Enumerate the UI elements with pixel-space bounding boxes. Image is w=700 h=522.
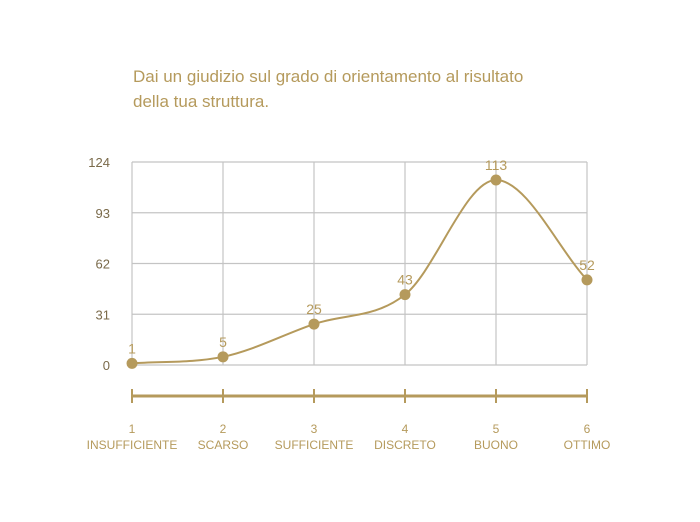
data-point xyxy=(399,289,411,301)
data-point xyxy=(126,357,138,369)
y-tick-label: 31 xyxy=(96,307,110,322)
x-axis-scale: 1 INSUFFICIENTE 2 SCARSO 3 SUFFICIENTE 4 DISCRE… xyxy=(87,389,611,452)
data-label: 25 xyxy=(306,301,322,317)
x-tick-number: 1 xyxy=(129,422,136,436)
y-tick-label: 124 xyxy=(88,155,110,170)
data-label: 1 xyxy=(128,340,136,356)
x-tick-category: DISCRETO xyxy=(374,438,436,452)
series-line xyxy=(131,179,588,365)
grid xyxy=(131,161,588,366)
data-label: 113 xyxy=(485,157,508,173)
x-tick-number: 5 xyxy=(493,422,500,436)
y-tick-label: 62 xyxy=(96,257,110,272)
data-label: 52 xyxy=(579,257,595,273)
x-tick-category: SUFFICIENTE xyxy=(275,438,354,452)
x-tick-category: OTTIMO xyxy=(564,438,611,452)
data-label: 43 xyxy=(397,272,413,288)
chart-title: Dai un giudizio sul grado di orientament… xyxy=(133,64,603,114)
y-tick-label: 93 xyxy=(96,206,110,221)
data-point xyxy=(308,318,320,330)
data-point xyxy=(217,351,229,363)
chart-title-line-1: Dai un giudizio sul grado di orientament… xyxy=(133,67,524,86)
x-tick-category: INSUFFICIENTE xyxy=(87,438,178,452)
data-label: 5 xyxy=(219,334,227,350)
x-tick-number: 6 xyxy=(584,422,591,436)
series-line-layer xyxy=(131,179,588,365)
y-axis-ticks: 0 31 62 93 124 xyxy=(88,155,110,373)
x-tick-number: 4 xyxy=(402,422,409,436)
chart-title-line-2: della tua struttura. xyxy=(133,92,270,111)
x-tick-number: 3 xyxy=(311,422,318,436)
data-points xyxy=(126,174,593,369)
y-tick-label: 0 xyxy=(103,358,110,373)
data-point xyxy=(581,274,593,286)
x-tick-category: SCARSO xyxy=(198,438,249,452)
x-tick-category: BUONO xyxy=(474,438,518,452)
data-labels: 1 5 25 43 113 52 xyxy=(128,157,595,356)
x-tick-number: 2 xyxy=(220,422,227,436)
data-point xyxy=(490,174,502,186)
